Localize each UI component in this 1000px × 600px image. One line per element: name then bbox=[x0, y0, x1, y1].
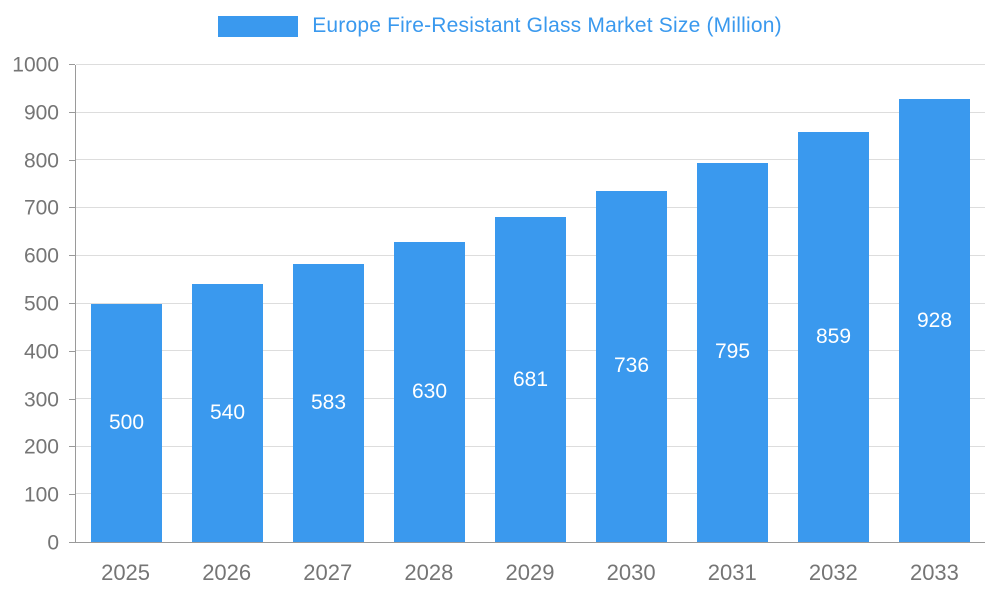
y-axis: 0 100 200 300 400 500 600 700 800 900 1000 bbox=[0, 55, 75, 554]
y-axis-tick bbox=[69, 64, 75, 65]
y-axis-tick bbox=[69, 303, 75, 304]
bar: 583 bbox=[292, 263, 365, 542]
grid-line bbox=[76, 207, 985, 209]
grid-line bbox=[76, 64, 985, 65]
bar-slot: 583 bbox=[278, 65, 379, 542]
y-axis-label: 600 bbox=[23, 244, 59, 268]
y-axis-tick bbox=[69, 542, 75, 543]
bar-value-label: 795 bbox=[714, 340, 751, 364]
x-axis-label: 2030 bbox=[606, 560, 656, 585]
bar-value-label: 859 bbox=[815, 325, 852, 349]
legend-swatch bbox=[218, 15, 299, 37]
y-axis-tick bbox=[69, 207, 75, 209]
y-axis-tick bbox=[69, 398, 75, 400]
x-axis-label: 2031 bbox=[707, 560, 757, 585]
y-axis-label: 800 bbox=[23, 149, 59, 173]
y-axis-tick bbox=[69, 350, 75, 352]
bar: 736 bbox=[595, 190, 668, 542]
x-axis-label: 2032 bbox=[808, 560, 858, 585]
y-axis-tick bbox=[69, 494, 75, 496]
y-axis-tick bbox=[69, 446, 75, 448]
bar-slot: 500 bbox=[76, 65, 177, 542]
bar: 630 bbox=[393, 241, 466, 542]
y-axis-label: 1000 bbox=[12, 53, 59, 77]
bar-value-label: 500 bbox=[108, 410, 145, 434]
bar-value-label: 630 bbox=[411, 379, 448, 403]
bar-slot: 928 bbox=[884, 65, 985, 542]
y-axis-label: 500 bbox=[23, 292, 59, 316]
bar-value-label: 928 bbox=[916, 308, 953, 332]
x-axis-label: 2029 bbox=[505, 560, 555, 585]
bar-slot: 630 bbox=[379, 65, 480, 542]
plot-area: 500 540 583 630 681 736 795 859 928 bbox=[75, 64, 985, 543]
y-axis-label: 900 bbox=[23, 101, 59, 125]
chart-legend: Europe Fire-Resistant Glass Market Size … bbox=[0, 14, 1000, 38]
chart-title: Europe Fire-Resistant Glass Market Size … bbox=[312, 14, 782, 37]
x-axis-label: 2025 bbox=[101, 560, 151, 585]
x-axis-label: 2027 bbox=[303, 560, 353, 585]
bar-slot: 795 bbox=[682, 65, 783, 542]
y-axis-tick bbox=[69, 159, 75, 161]
x-axis-label: 2033 bbox=[909, 560, 959, 585]
bar: 540 bbox=[191, 284, 264, 542]
bar: 928 bbox=[898, 99, 971, 542]
bar-value-label: 681 bbox=[512, 367, 549, 391]
bar-slot: 540 bbox=[177, 65, 278, 542]
bar-slot: 859 bbox=[783, 65, 884, 542]
bar: 681 bbox=[494, 217, 567, 542]
bars: 500 540 583 630 681 736 795 859 928 bbox=[76, 65, 985, 542]
bar: 500 bbox=[90, 303, 163, 542]
y-axis-label: 200 bbox=[23, 435, 59, 459]
y-axis-label: 700 bbox=[23, 196, 59, 220]
bar-value-label: 540 bbox=[209, 401, 246, 425]
grid-line bbox=[76, 111, 985, 113]
bar-slot: 736 bbox=[581, 65, 682, 542]
y-axis-label: 0 bbox=[47, 531, 59, 555]
grid-line bbox=[76, 159, 985, 161]
bar: 795 bbox=[696, 162, 769, 542]
y-axis-label: 300 bbox=[23, 388, 59, 412]
bar-value-label: 583 bbox=[310, 390, 347, 414]
bar-value-label: 736 bbox=[613, 354, 650, 378]
y-axis-tick bbox=[69, 111, 75, 113]
x-axis: 2025 2026 2027 2028 2029 2030 2031 2032 2033 bbox=[75, 556, 985, 590]
bar-slot: 681 bbox=[480, 65, 581, 542]
y-axis-tick bbox=[69, 255, 75, 257]
bar: 859 bbox=[797, 132, 870, 542]
y-axis-label: 400 bbox=[23, 340, 59, 364]
y-axis-label: 100 bbox=[23, 483, 59, 507]
x-axis-label: 2026 bbox=[202, 560, 252, 585]
x-axis-label: 2028 bbox=[404, 560, 454, 585]
